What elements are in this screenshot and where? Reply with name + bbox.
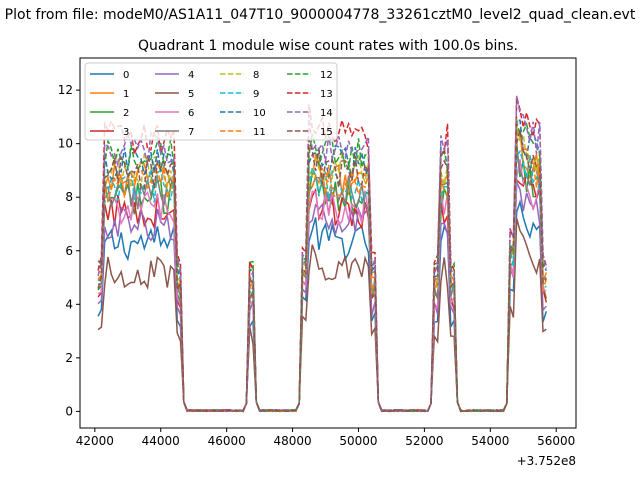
x-tick-label: 50000 xyxy=(339,434,377,448)
x-tick-label: 42000 xyxy=(76,434,114,448)
axes-frame xyxy=(79,57,577,429)
y-axis: 0 2 4 6 8 10 12 xyxy=(58,83,80,418)
legend-label: 0 xyxy=(123,70,129,81)
series-line-10 xyxy=(97,119,547,413)
legend-label: 5 xyxy=(188,89,194,100)
y-tick-label: 8 xyxy=(65,190,73,204)
legend-label: 7 xyxy=(188,127,194,138)
legend-label: 15 xyxy=(320,127,333,138)
y-tick-label: 6 xyxy=(65,244,73,258)
legend-label: 13 xyxy=(320,89,333,100)
y-tick-label: 10 xyxy=(58,137,73,151)
x-axis: 42000 44000 46000 48000 50000 52000 54000 56000 xyxy=(76,428,575,448)
legend-label: 12 xyxy=(320,70,333,81)
series-line-15 xyxy=(97,130,547,413)
legend-label: 10 xyxy=(253,108,266,119)
legend-label: 8 xyxy=(253,70,259,81)
x-tick-label: 54000 xyxy=(471,434,509,448)
legend-label: 3 xyxy=(123,127,129,138)
suptitle: Plot from file: modeM0/AS1A11_047T10_900… xyxy=(5,7,636,23)
chart-title: Quadrant 1 module wise count rates with … xyxy=(138,38,518,54)
y-tick-label: 4 xyxy=(65,297,73,311)
x-tick-label: 44000 xyxy=(142,434,180,448)
x-offset-label: +3.752e8 xyxy=(517,454,576,468)
y-tick-label: 12 xyxy=(58,83,73,97)
legend-label: 1 xyxy=(123,89,129,100)
legend-label: 6 xyxy=(188,108,194,119)
y-tick-label: 2 xyxy=(65,351,73,365)
series-line-12 xyxy=(97,122,548,413)
legend-label: 9 xyxy=(253,89,259,100)
x-tick-label: 56000 xyxy=(537,434,575,448)
x-tick-label: 46000 xyxy=(208,434,246,448)
legend-label: 2 xyxy=(123,108,129,119)
x-tick-label: 48000 xyxy=(273,434,311,448)
legend-box xyxy=(84,62,338,141)
x-tick-label: 52000 xyxy=(405,434,443,448)
series-layer xyxy=(97,95,548,413)
legend-label: 11 xyxy=(253,127,266,138)
y-tick-label: 0 xyxy=(65,404,73,418)
legend-label: 14 xyxy=(320,108,333,119)
legend-label: 4 xyxy=(188,70,194,81)
